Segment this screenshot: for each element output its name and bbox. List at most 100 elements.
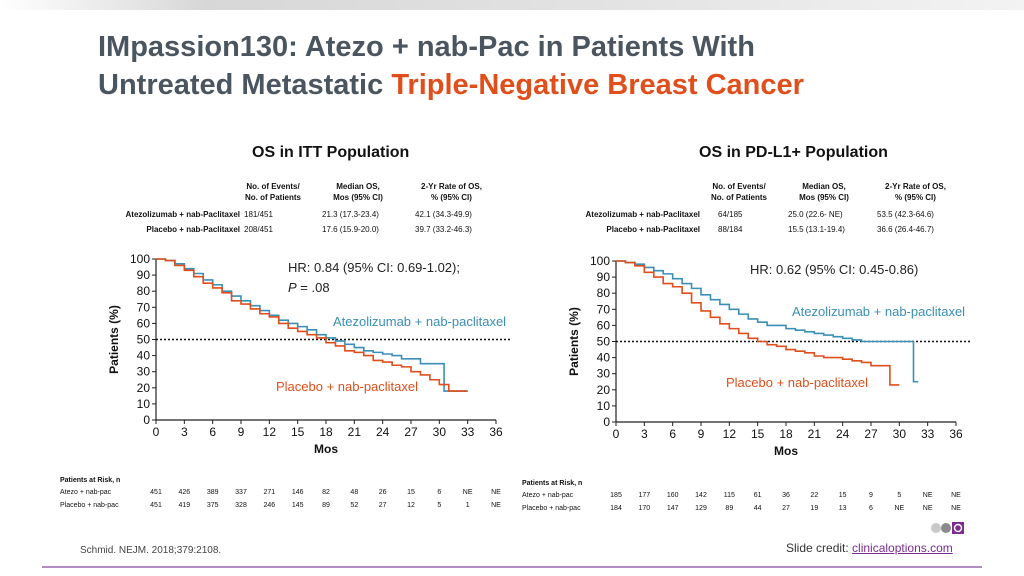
cell-median-atezo: 21.3 (17.3-23.4) <box>322 210 379 219</box>
y-tick-label: 40 <box>137 349 151 363</box>
x-tick-label: 15 <box>291 425 305 439</box>
risk-label-atezo: Atezo + nab-pac <box>522 492 574 499</box>
risk-cell: 389 <box>206 489 219 496</box>
risk-title: Patients at Risk, n <box>522 480 583 487</box>
y-tick-label: 80 <box>597 286 611 300</box>
risk-cell: 419 <box>178 502 191 509</box>
title-line-1: IMpassion130: Atezo + nab-Pac in Patient… <box>98 31 755 63</box>
x-tick-label: 27 <box>864 427 878 441</box>
cco-logo <box>930 521 964 535</box>
risk-cell: NE <box>922 505 933 512</box>
risk-cell: 115 <box>723 492 735 499</box>
header-text: 2-Yr Rate of OS, % (95% CI) <box>421 182 482 202</box>
header-text: 2-Yr Rate of OS, % (95% CI) <box>885 182 946 202</box>
risk-cell: 145 <box>291 502 304 509</box>
x-tick-label: 33 <box>921 427 935 441</box>
risk-cell: 5 <box>897 492 902 499</box>
cell-events-atezo: 181/451 <box>244 210 273 219</box>
y-tick-label: 50 <box>597 335 611 349</box>
risk-cell: 451 <box>150 489 162 496</box>
x-tick-label: 21 <box>808 427 822 441</box>
x-tick-label: 6 <box>209 425 216 439</box>
citation: Schmid. NEJM. 2018;379:2108. <box>80 545 222 556</box>
y-tick-label: 10 <box>137 397 151 411</box>
x-axis-label: Mos <box>774 444 798 458</box>
y-tick-label: 100 <box>590 254 610 268</box>
y-tick-label: 60 <box>137 316 151 330</box>
slide-title: IMpassion130: Atezo + nab-Pac in Patient… <box>98 28 998 104</box>
risk-cell: 184 <box>610 505 622 512</box>
x-tick-label: 33 <box>461 425 475 439</box>
x-tick-label: 21 <box>348 425 362 439</box>
risk-cell: 6 <box>437 489 442 496</box>
header-median: Median OS, Mos (95% CI) <box>318 181 398 203</box>
x-tick-label: 0 <box>153 425 160 439</box>
y-tick-label: 40 <box>597 351 611 365</box>
panel-title-pdl1: OS in PD-L1+ Population <box>699 144 888 161</box>
risk-cell: 12 <box>407 502 415 509</box>
cell-events-atezo: 64/185 <box>718 210 743 219</box>
x-tick-label: 12 <box>723 427 737 441</box>
risk-cell: 9 <box>869 492 873 499</box>
y-tick-label: 50 <box>137 333 151 347</box>
y-tick-label: 0 <box>603 415 610 429</box>
row-label-atezo: Atezolizumab + nab-Paclitaxel <box>585 210 700 219</box>
header-text: No. of Events/ No. of Patients <box>244 182 301 202</box>
risk-cell: 27 <box>782 505 790 512</box>
risk-cell: NE <box>491 502 501 509</box>
y-tick-label: 20 <box>137 381 151 395</box>
row-label-atezo: Atezolizumab + nab-Paclitaxel <box>125 210 240 219</box>
x-tick-label: 30 <box>433 425 447 439</box>
cell-median-placebo: 15.5 (13.1-19.4) <box>788 225 845 234</box>
hazard-ratio-text: HR: 0.84 (95% CI: 0.69-1.02); <box>288 260 460 275</box>
risk-title: Patients at Risk, n <box>60 477 121 484</box>
risk-cell: 89 <box>322 502 330 509</box>
y-tick-label: 0 <box>143 413 150 427</box>
x-tick-label: 9 <box>698 427 705 441</box>
risk-cell: NE <box>922 492 933 499</box>
risk-cell: 89 <box>725 505 734 512</box>
y-tick-label: 30 <box>597 367 611 381</box>
risk-cell: 61 <box>753 492 762 499</box>
y-tick-label: 60 <box>597 318 611 332</box>
row-label-placebo: Placebo + nab-Paclitaxel <box>606 225 700 234</box>
risk-cell: 22 <box>810 492 819 499</box>
risk-cell: 5 <box>437 502 442 509</box>
header-text: Median OS, Mos (95% CI) <box>333 182 383 202</box>
cell-rate-placebo: 39.7 (33.2-46.3) <box>415 225 472 234</box>
credit-link[interactable]: clinicaloptions.com <box>852 541 953 555</box>
slide-credit: Slide credit: clinicaloptions.com <box>786 541 953 555</box>
series-line-placebo <box>156 258 468 392</box>
cell-median-placebo: 17.6 (15.9-20.0) <box>322 225 379 234</box>
x-tick-label: 15 <box>751 427 765 441</box>
risk-cell: 19 <box>810 505 819 512</box>
series-line-atezo <box>616 260 919 383</box>
risk-cell: NE <box>462 489 473 496</box>
risk-cell: 15 <box>838 492 847 499</box>
risk-cell: 13 <box>838 505 847 512</box>
cell-rate-placebo: 36.6 (26.4-46.7) <box>877 225 934 234</box>
title-accent: Triple-Negative Breast Cancer <box>391 69 804 101</box>
risk-cell: NE <box>491 489 501 496</box>
risk-cell: 185 <box>610 492 622 499</box>
risk-cell: 36 <box>782 492 790 499</box>
risk-cell: NE <box>951 505 961 512</box>
series-line-atezo <box>156 258 468 392</box>
p-symbol: P <box>288 280 297 295</box>
risk-cell: 451 <box>150 502 162 509</box>
risk-cell: 146 <box>291 489 304 496</box>
risk-cell: 375 <box>206 502 219 509</box>
header-rate: 2-Yr Rate of OS, % (95% CI) <box>868 181 963 203</box>
header-rate: 2-Yr Rate of OS, % (95% CI) <box>404 181 499 203</box>
series-label-placebo: Placebo + nab-paclitaxel <box>726 375 868 390</box>
x-tick-label: 24 <box>836 427 850 441</box>
bottom-rule <box>42 566 982 568</box>
risk-cell: 27 <box>378 502 387 509</box>
series-label-atezo: Atezolizumab + nab-paclitaxel <box>333 314 506 329</box>
cell-rate-atezo: 42.1 (34.3-49.9) <box>415 210 472 219</box>
risk-cell: 52 <box>350 502 359 509</box>
x-tick-label: 3 <box>641 427 648 441</box>
p-value-text: P = .08 <box>288 280 330 295</box>
risk-cell: 271 <box>263 489 276 496</box>
